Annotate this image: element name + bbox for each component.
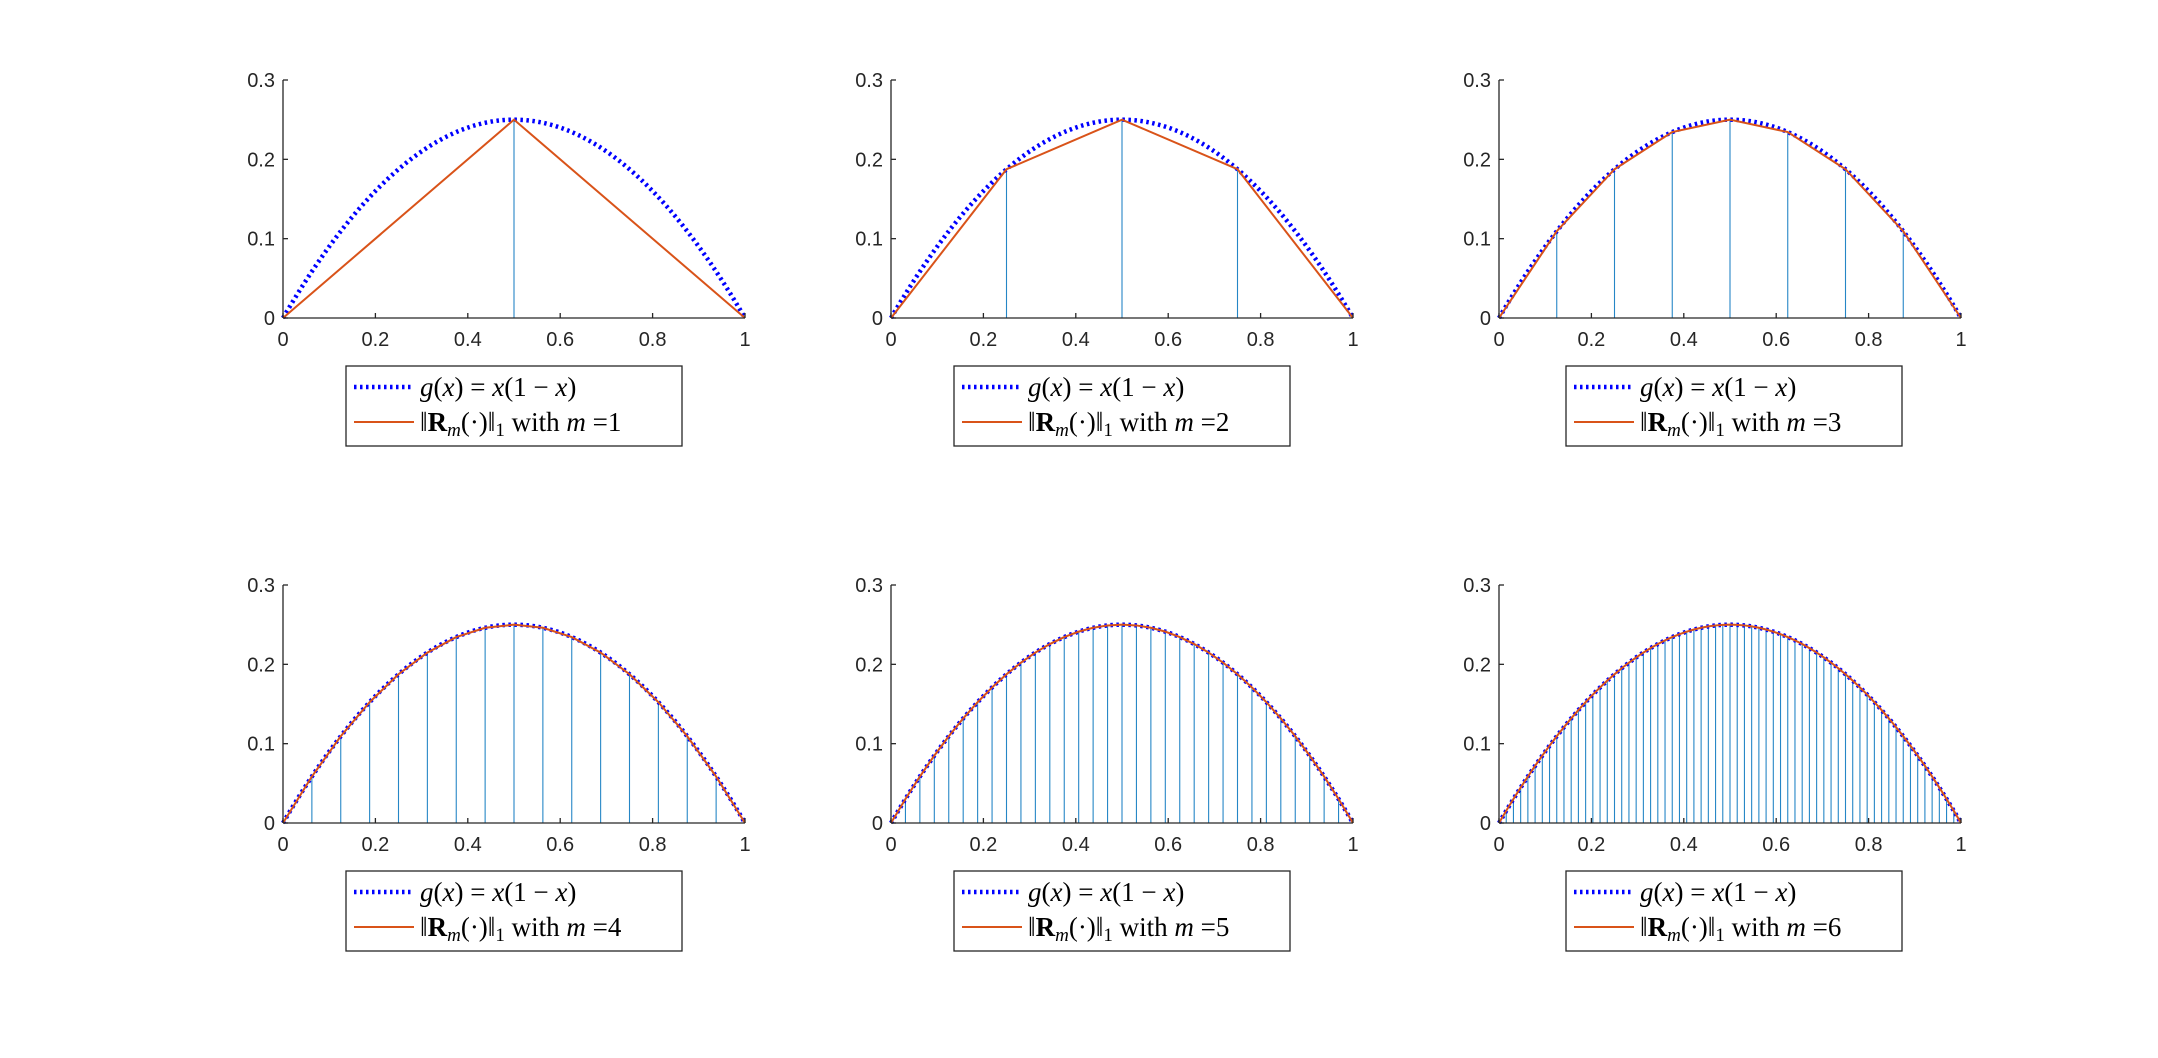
x-tick-label: 0.4 (1670, 834, 1698, 856)
legend-label-r: ‖Rm(·)‖1 with m =3 (1640, 407, 1841, 441)
y-tick-label: 0.3 (247, 70, 275, 92)
x-tick-label: 0.4 (1062, 329, 1090, 351)
x-tick-label: 0.6 (1154, 834, 1182, 856)
legend-label-g: g(x) = x(1 − x) (420, 877, 576, 907)
x-tick-label: 0.2 (969, 329, 997, 351)
y-tick-label: 0 (264, 308, 275, 330)
y-tick-label: 0.2 (247, 149, 275, 171)
x-tick-label: 0 (885, 329, 896, 351)
approx-line (890, 623, 1354, 824)
legend-label-g: g(x) = x(1 − x) (1028, 877, 1184, 907)
legend-label-g: g(x) = x(1 − x) (1640, 372, 1796, 402)
y-tick-label: 0.3 (855, 575, 883, 597)
legend: g(x) = x(1 − x) ‖Rm(·)‖1 with m =4 (345, 870, 683, 952)
legend-label-r: ‖Rm(·)‖1 with m =5 (1028, 912, 1229, 946)
legend: g(x) = x(1 − x) ‖Rm(·)‖1 with m =2 (953, 365, 1291, 447)
subplot-m3: 0 0.2 0.4 0.6 0.8 1 0 0.1 0.2 0.3 g(x) = x(1 − x) ‖… (1463, 70, 1967, 447)
subplot-m1: 0 0.2 0.4 0.6 0.8 1 0 0.1 0.2 0.3 g(x) = x(1 − x) ‖… (247, 70, 751, 447)
legend-box (1565, 870, 1903, 952)
y-tick-label: 0.3 (1463, 70, 1491, 92)
x-tick-label: 0.2 (1577, 329, 1605, 351)
y-tick-label: 0.3 (1463, 575, 1491, 597)
legend-label-r: ‖Rm(·)‖1 with m =6 (1640, 912, 1841, 946)
legend-box (953, 870, 1291, 952)
x-tick-label: 0.8 (639, 329, 667, 351)
x-tick-label: 0.6 (546, 329, 574, 351)
subplot-m4: 0 0.2 0.4 0.6 0.8 1 0 0.1 0.2 0.3 g(x) = x(1 − x) ‖… (247, 575, 751, 952)
x-tick-label: 0.8 (639, 834, 667, 856)
legend-label-g: g(x) = x(1 − x) (420, 372, 576, 402)
x-tick-label: 0 (1493, 834, 1504, 856)
y-tick-label: 0.1 (1463, 229, 1491, 251)
x-tick-label: 0.8 (1855, 329, 1883, 351)
legend: g(x) = x(1 − x) ‖Rm(·)‖1 with m =3 (1565, 365, 1903, 447)
y-tick-label: 0.3 (855, 70, 883, 92)
legend: g(x) = x(1 − x) ‖Rm(·)‖1 with m =6 (1565, 870, 1903, 952)
x-tick-label: 0.2 (361, 834, 389, 856)
x-tick-label: 0.8 (1247, 329, 1275, 351)
x-tick-label: 0.4 (1062, 834, 1090, 856)
y-tick-label: 0 (1480, 813, 1491, 835)
x-tick-label: 1 (1347, 329, 1358, 351)
legend-label-r: ‖Rm(·)‖1 with m =2 (1028, 407, 1229, 441)
y-tick-label: 0.2 (855, 149, 883, 171)
y-tick-label: 0.2 (855, 654, 883, 676)
x-tick-label: 0.2 (361, 329, 389, 351)
x-tick-label: 0.4 (454, 329, 482, 351)
y-tick-label: 0.1 (855, 229, 883, 251)
x-tick-label: 0 (277, 834, 288, 856)
y-tick-label: 0.2 (1463, 654, 1491, 676)
legend-label-g: g(x) = x(1 − x) (1640, 877, 1796, 907)
subplot-m5: 0 0.2 0.4 0.6 0.8 1 0 0.1 0.2 0.3 g(x) = x(1 − x) ‖… (855, 575, 1359, 952)
approx-line (282, 623, 746, 824)
x-tick-label: 0.4 (1670, 329, 1698, 351)
x-tick-label: 0 (885, 834, 896, 856)
x-tick-label: 0.2 (969, 834, 997, 856)
x-tick-label: 0.6 (1154, 329, 1182, 351)
legend-label-r: ‖Rm(·)‖1 with m =4 (420, 912, 622, 946)
y-tick-label: 0.2 (1463, 149, 1491, 171)
y-tick-label: 0 (872, 308, 883, 330)
legend-box (1565, 365, 1903, 447)
x-tick-label: 0.6 (1762, 834, 1790, 856)
x-tick-label: 0.8 (1855, 834, 1883, 856)
x-tick-label: 0.6 (1762, 329, 1790, 351)
legend-box (345, 870, 683, 952)
x-tick-label: 1 (739, 834, 750, 856)
y-tick-label: 0.2 (247, 654, 275, 676)
y-tick-label: 0.3 (247, 575, 275, 597)
approx-line (890, 118, 1354, 319)
approx-line (1498, 118, 1962, 319)
y-tick-label: 0.1 (855, 734, 883, 756)
approx-line (1498, 623, 1962, 824)
subplot-m6: 0 0.2 0.4 0.6 0.8 1 0 0.1 0.2 0.3 g(x) = x(1 − x) ‖… (1463, 575, 1967, 952)
legend: g(x) = x(1 − x) ‖Rm(·)‖1 with m =1 (345, 365, 683, 447)
x-tick-label: 0 (1493, 329, 1504, 351)
legend: g(x) = x(1 − x) ‖Rm(·)‖1 with m =5 (953, 870, 1291, 952)
x-tick-label: 0.4 (454, 834, 482, 856)
x-tick-label: 0.2 (1577, 834, 1605, 856)
x-tick-label: 0.6 (546, 834, 574, 856)
x-tick-label: 1 (1347, 834, 1358, 856)
legend-box (953, 365, 1291, 447)
y-tick-label: 0.1 (247, 734, 275, 756)
subplot-m2: 0 0.2 0.4 0.6 0.8 1 0 0.1 0.2 0.3 g(x) = x(1 − x) ‖… (855, 70, 1359, 447)
legend-label-g: g(x) = x(1 − x) (1028, 372, 1184, 402)
x-tick-label: 1 (1955, 329, 1966, 351)
legend-box (345, 365, 683, 447)
legend-label-r: ‖Rm(·)‖1 with m =1 (420, 407, 621, 441)
approx-line (282, 118, 746, 319)
x-tick-label: 1 (739, 329, 750, 351)
x-tick-label: 0 (277, 329, 288, 351)
x-tick-label: 1 (1955, 834, 1966, 856)
y-tick-label: 0 (264, 813, 275, 835)
x-tick-label: 0.8 (1247, 834, 1275, 856)
y-tick-label: 0.1 (1463, 734, 1491, 756)
y-tick-label: 0.1 (247, 229, 275, 251)
y-tick-label: 0 (1480, 308, 1491, 330)
y-tick-label: 0 (872, 813, 883, 835)
